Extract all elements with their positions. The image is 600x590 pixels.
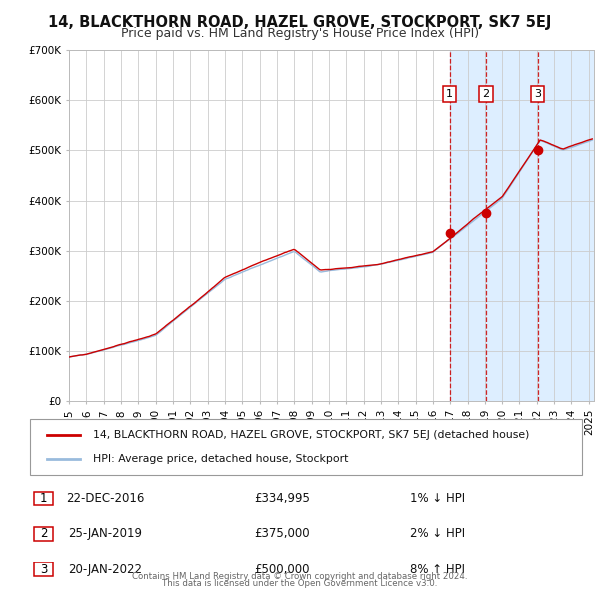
Text: 1: 1 [446, 89, 453, 99]
Text: 2: 2 [482, 89, 490, 99]
Text: 25-JAN-2019: 25-JAN-2019 [68, 527, 142, 540]
Text: 22-DEC-2016: 22-DEC-2016 [66, 492, 144, 505]
Text: 3: 3 [40, 563, 47, 576]
Text: 20-JAN-2022: 20-JAN-2022 [68, 563, 142, 576]
Text: 8% ↑ HPI: 8% ↑ HPI [410, 563, 466, 576]
Text: 1% ↓ HPI: 1% ↓ HPI [410, 492, 466, 505]
Text: £500,000: £500,000 [254, 563, 310, 576]
FancyBboxPatch shape [34, 491, 53, 506]
FancyBboxPatch shape [30, 419, 582, 475]
Bar [449, 50, 594, 401]
FancyBboxPatch shape [34, 527, 53, 541]
Text: HPI: Average price, detached house, Stockport: HPI: Average price, detached house, Stoc… [94, 454, 349, 464]
Text: 2% ↓ HPI: 2% ↓ HPI [410, 527, 466, 540]
FancyBboxPatch shape [34, 562, 53, 576]
Text: 3: 3 [534, 89, 541, 99]
Text: £334,995: £334,995 [254, 492, 310, 505]
Text: Price paid vs. HM Land Registry's House Price Index (HPI): Price paid vs. HM Land Registry's House … [121, 27, 479, 40]
Text: Contains HM Land Registry data © Crown copyright and database right 2024.: Contains HM Land Registry data © Crown c… [132, 572, 468, 581]
Text: £375,000: £375,000 [254, 527, 310, 540]
Text: 14, BLACKTHORN ROAD, HAZEL GROVE, STOCKPORT, SK7 5EJ (detached house): 14, BLACKTHORN ROAD, HAZEL GROVE, STOCKP… [94, 430, 530, 440]
Text: 2: 2 [40, 527, 47, 540]
Text: 1: 1 [40, 492, 47, 505]
Text: 14, BLACKTHORN ROAD, HAZEL GROVE, STOCKPORT, SK7 5EJ: 14, BLACKTHORN ROAD, HAZEL GROVE, STOCKP… [49, 15, 551, 30]
Text: This data is licensed under the Open Government Licence v3.0.: This data is licensed under the Open Gov… [163, 579, 437, 588]
